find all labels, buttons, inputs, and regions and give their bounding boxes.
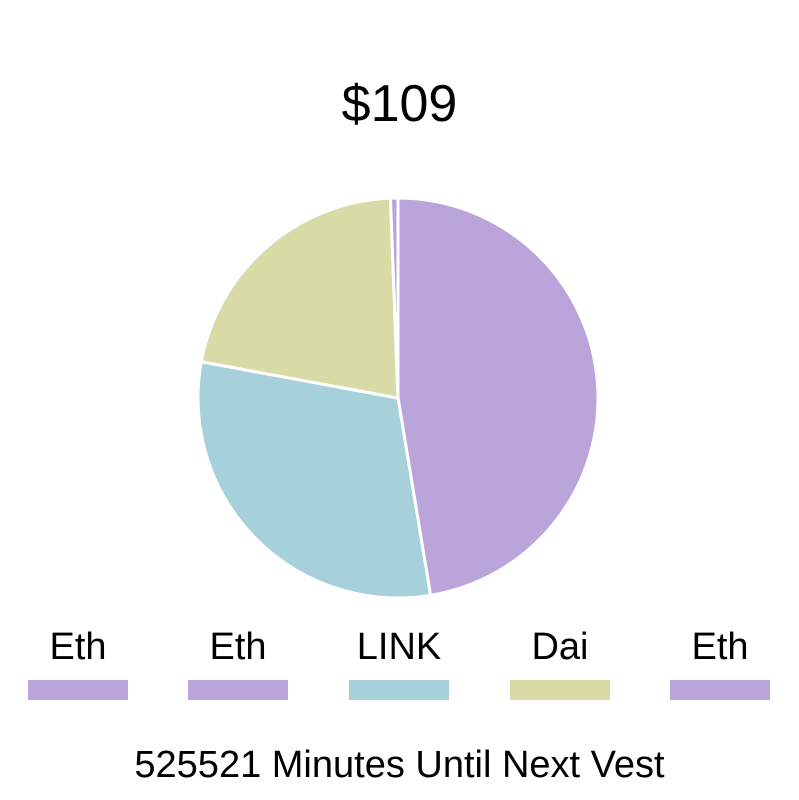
legend-swatch [349,680,449,700]
legend-swatch [188,680,288,700]
vest-countdown: 525521 Minutes Until Next Vest [134,744,665,786]
total-value: $109 [341,75,458,133]
legend-item-eth: Eth [670,624,770,704]
legend-item-link: LINK [349,624,449,704]
legend-item-eth: Eth [28,624,128,704]
legend-swatch [670,680,770,700]
legend-label: Eth [691,626,749,668]
legend-item-eth: Eth [188,624,288,704]
legend-item-dai: Dai [510,624,610,704]
pie-slice-eth [388,196,400,399]
pie-slice-dai [199,196,400,400]
pie-slice-link [196,360,433,600]
legend-label: Eth [209,626,267,668]
pie-chart [196,196,600,600]
legend-swatch [28,680,128,700]
legend-label: Eth [49,626,107,668]
pie-slice-eth [396,196,600,598]
legend-label: Dai [531,626,589,668]
legend-swatch [510,680,610,700]
legend: Eth Eth LINK Dai Eth [0,624,799,704]
legend-label: LINK [356,626,442,668]
